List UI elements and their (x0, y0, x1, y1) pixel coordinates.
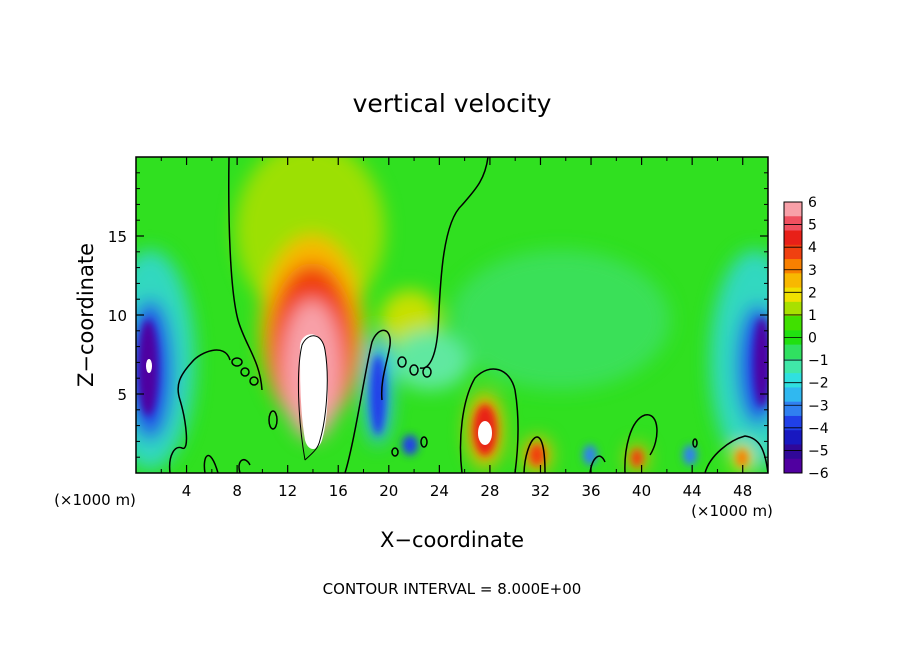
x-unit-right: (×1000 m) (691, 502, 773, 520)
colorbar-label-6: 0 (808, 331, 817, 347)
x-tick-label-3: 16 (329, 482, 348, 500)
colorbar: 6 5 4 3 2 1 0 −1 −2 −3 −4 −5 −6 (783, 195, 829, 482)
plot-area (136, 157, 768, 473)
colorbar-label-4: 2 (808, 285, 817, 301)
y-tick-label-0: 5 (117, 386, 127, 404)
x-tick-label-4: 20 (379, 482, 398, 500)
colorbar-swatch-14 (784, 401, 802, 417)
colorbar-label-2: 4 (808, 240, 817, 256)
colorbar-label-8: −2 (808, 376, 829, 392)
colorbar-label-11: −5 (808, 443, 829, 459)
colorbar-swatch-10 (784, 344, 802, 360)
colorbar-label-12: −6 (808, 466, 829, 482)
x-tick-label-10: 44 (683, 482, 702, 500)
x-axis-label: X−coordinate (380, 528, 524, 552)
colorbar-swatch-1 (784, 216, 802, 232)
colorbar-label-1: 5 (808, 218, 817, 234)
colorbar-swatch-8 (784, 316, 802, 331)
colorbar-swatch-11 (784, 358, 802, 374)
x-tick-label-2: 12 (278, 482, 297, 500)
colorbar-label-10: −4 (808, 421, 829, 437)
colorbar-swatch-7 (784, 301, 802, 317)
y-tick-label-1: 10 (108, 307, 127, 325)
y-axis-ticks: 5 10 15 (108, 172, 768, 458)
colorbar-swatch-0 (784, 202, 802, 217)
chart-title: vertical velocity (353, 89, 552, 118)
zero-contours (168, 157, 768, 473)
x-tick-label-11: 48 (733, 482, 752, 500)
x-unit-left: (×1000 m) (54, 491, 136, 509)
colorbar-swatch-12 (784, 373, 802, 388)
white-spot-center (478, 421, 492, 445)
y-axis-label: Z−coordinate (74, 243, 98, 387)
colorbar-swatch-16 (784, 430, 802, 445)
colorbar-swatch-5 (784, 273, 802, 289)
x-tick-label-5: 24 (430, 482, 449, 500)
colorbar-label-0: 6 (808, 195, 817, 211)
colorbar-swatch-13 (784, 387, 802, 403)
y-tick-label-2: 15 (108, 228, 127, 246)
colorbar-swatch-17 (784, 444, 802, 460)
x-axis-ticks: 4 8 12 16 20 24 28 32 36 40 44 48 (160, 157, 752, 500)
x-tick-label-9: 40 (632, 482, 651, 500)
colorbar-label-3: 3 (808, 263, 817, 279)
contour-interval-footer: CONTOUR INTERVAL = 8.000E+00 (323, 580, 582, 598)
updraft-core (299, 334, 328, 449)
x-tick-label-0: 4 (182, 482, 192, 500)
colorbar-swatch-6 (784, 287, 802, 303)
white-spot-left (146, 359, 152, 373)
x-tick-label-8: 36 (581, 482, 600, 500)
x-tick-label-1: 8 (232, 482, 242, 500)
colorbar-label-9: −3 (808, 398, 829, 414)
colorbar-swatch-15 (784, 415, 802, 431)
x-tick-label-6: 28 (480, 482, 499, 500)
colorbar-label-7: −1 (808, 353, 829, 369)
colorbar-label-5: 1 (808, 308, 817, 324)
colorbar-swatch-18 (784, 458, 802, 474)
colorbar-swatch-3 (784, 244, 802, 260)
colorbar-swatch-2 (784, 230, 802, 246)
colorbar-swatch-4 (784, 259, 802, 274)
x-tick-label-7: 32 (531, 482, 550, 500)
